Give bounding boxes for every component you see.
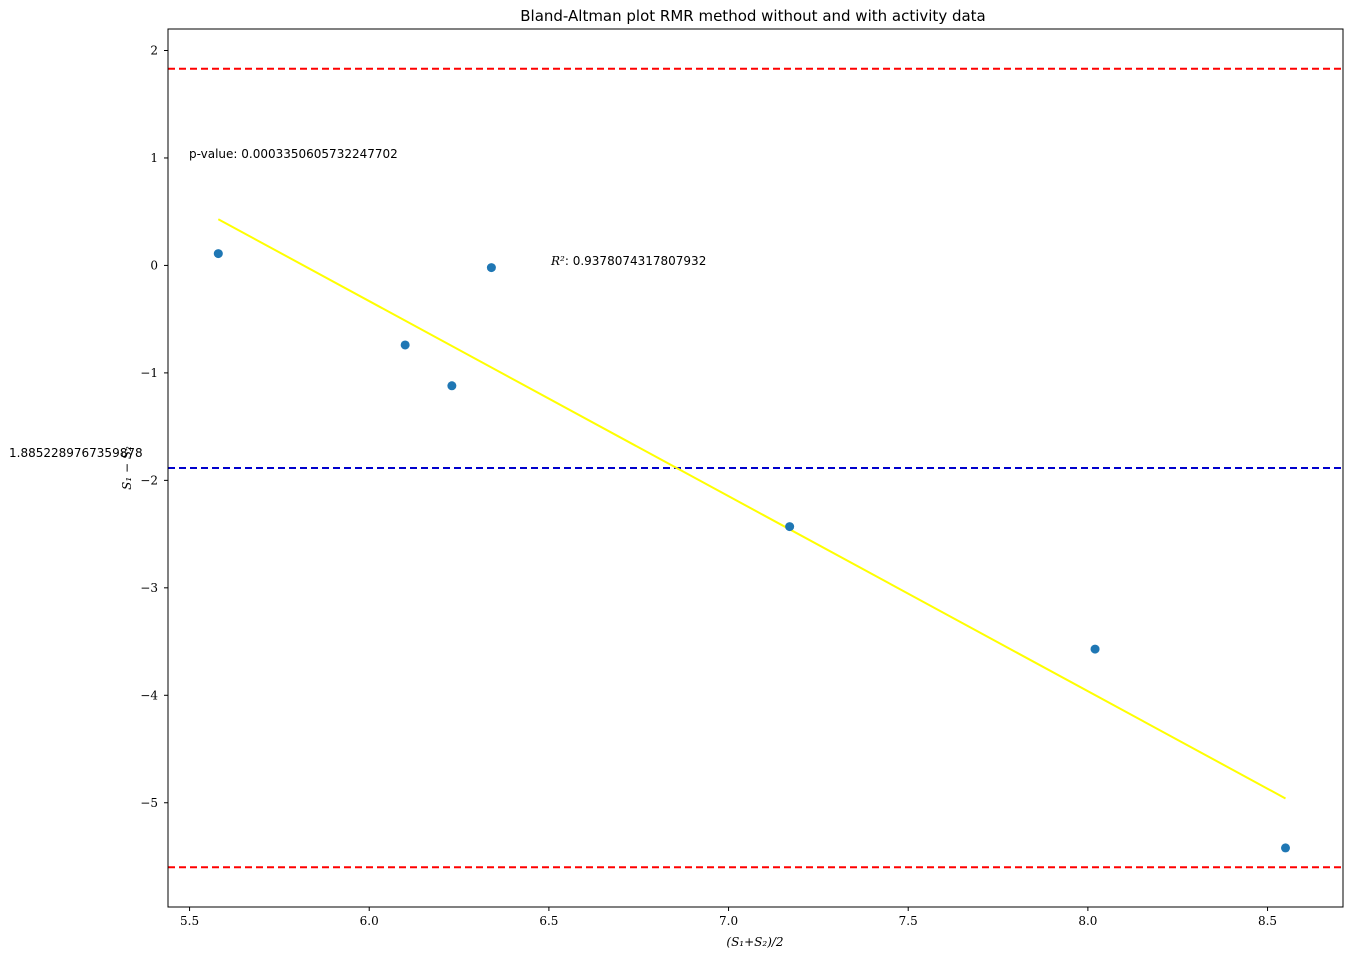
x-tick-label: 8.0 — [1078, 914, 1097, 928]
data-point-1 — [213, 249, 223, 259]
plot-frame — [167, 28, 1344, 908]
y-tick-label: −1 — [140, 366, 158, 380]
y-tick-label: −3 — [140, 581, 158, 595]
y-tick-label: −4 — [140, 688, 158, 702]
mean-value-annotation: 1.8852289767359878 — [9, 446, 143, 460]
x-tick-label: 7.0 — [719, 914, 738, 928]
data-point-7 — [1281, 843, 1291, 853]
x-tick-label: 6.5 — [539, 914, 558, 928]
x-tick-label: 8.5 — [1258, 914, 1277, 928]
x-tick-label: 5.5 — [180, 914, 199, 928]
p-value-annotation: p-value: 0.0003350605732247702 — [189, 147, 398, 161]
data-point-5 — [785, 522, 795, 532]
data-point-4 — [486, 263, 496, 273]
data-point-6 — [1090, 644, 1100, 654]
y-axis-label: S₁ − S₂ — [120, 446, 134, 490]
r-squared-value: : 0.9378074317807932 — [565, 254, 706, 268]
regression-line — [217, 218, 1286, 800]
x-tick-label: 7.5 — [899, 914, 918, 928]
r-squared-annotation: R²: 0.9378074317807932 — [550, 254, 706, 268]
data-point-2 — [400, 340, 410, 350]
y-tick-label: 1 — [150, 151, 158, 165]
data-point-3 — [447, 381, 457, 391]
y-tick-label: −5 — [140, 796, 158, 810]
x-axis-label: (S₁+S₂)/2 — [726, 935, 783, 949]
y-tick-label: 2 — [150, 43, 158, 57]
y-tick-label: −2 — [140, 473, 158, 487]
y-tick-label: 0 — [150, 258, 158, 272]
chart-title: Bland-Altman plot RMR method without and… — [520, 7, 986, 25]
x-tick-label: 6.0 — [360, 914, 379, 928]
r-squared-symbol: R² — [550, 254, 565, 268]
